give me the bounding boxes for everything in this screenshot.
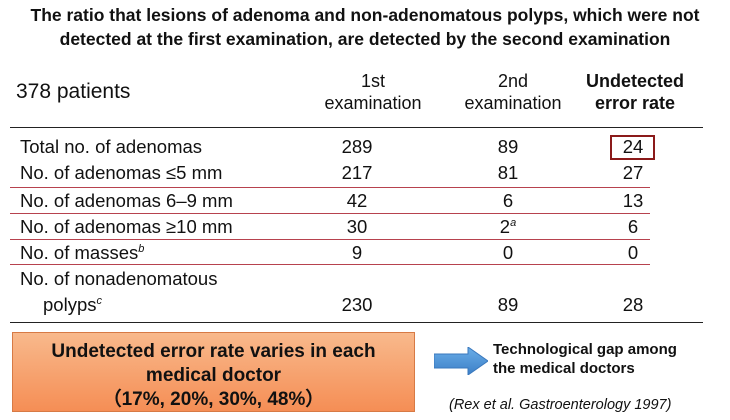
row-divider (10, 239, 650, 240)
callout-line-2: medical doctor (145, 365, 282, 386)
highlight-box (610, 135, 655, 160)
row-label: No. of massesb (20, 242, 145, 263)
error-rate-value: 24 (622, 136, 644, 157)
row-label: No. of adenomas ≤5 mm (20, 162, 223, 183)
callout-line-3: （17%, 20%, 30%, 48%） (102, 389, 325, 410)
row-label-cont: polypsc (43, 294, 102, 315)
row-label: No. of nonadenomatous (20, 268, 218, 289)
callout-box: Undetected error rate varies in each med… (12, 332, 415, 412)
error-rate-value: 13 (622, 190, 644, 211)
table-row: No. of massesb 9 0 0 (0, 241, 730, 265)
table-bottom-rule (10, 322, 703, 323)
title-line-2: detected at the first examination, are d… (59, 29, 671, 49)
first-exam-value: 30 (346, 216, 368, 237)
first-exam-value: 42 (346, 190, 368, 211)
header-second-exam: 2nd examination (464, 71, 562, 113)
first-exam-value: 230 (341, 294, 373, 315)
table-row: No. of nonadenomatous (0, 267, 730, 291)
error-rate-value: 27 (622, 162, 644, 183)
row-divider (10, 187, 650, 188)
table-top-rule (10, 127, 703, 128)
table-row: No. of adenomas ≤5 mm 217 81 27 (0, 161, 730, 185)
right-arrow-icon (434, 347, 488, 375)
table-row: polypsc 230 89 28 (0, 293, 730, 317)
title-line-1: The ratio that lesions of adenoma and no… (30, 5, 700, 25)
table-row: Total no. of adenomas 289 89 24 (0, 135, 730, 159)
row-label: No. of adenomas 6–9 mm (20, 190, 233, 211)
header-error-rate: Undetected error rate (585, 71, 684, 113)
error-rate-value: 6 (627, 216, 639, 237)
patients-count: 378 patients (16, 80, 131, 103)
first-exam-value: 9 (351, 242, 363, 263)
second-exam-value: 81 (497, 162, 519, 183)
second-exam-value: 89 (497, 136, 519, 157)
citation: (Rex et al. Gastroenterology 1997) (449, 397, 672, 413)
row-divider (10, 264, 650, 265)
footnote-c: c (96, 294, 102, 307)
gap-text: Technological gap among the medical doct… (493, 341, 677, 377)
second-exam-value: 89 (497, 294, 519, 315)
row-label: No. of adenomas ≥10 mm (20, 216, 233, 237)
row-divider (10, 213, 650, 214)
footnote-b: b (138, 242, 145, 255)
header-first-exam: 1st examination (324, 71, 422, 113)
error-rate-value: 28 (622, 294, 644, 315)
second-exam-value: 6 (502, 190, 514, 211)
row-label: Total no. of adenomas (20, 136, 203, 157)
callout-line-1: Undetected error rate varies in each (51, 341, 376, 362)
footnote-a: a (510, 216, 517, 229)
first-exam-value: 217 (341, 162, 373, 183)
second-exam-value: 2a (499, 216, 517, 237)
table-row: No. of adenomas 6–9 mm 42 6 13 (0, 189, 730, 213)
second-exam-value: 0 (502, 242, 514, 263)
first-exam-value: 289 (341, 136, 373, 157)
table-row: No. of adenomas ≥10 mm 30 2a 6 (0, 215, 730, 239)
error-rate-value: 0 (627, 242, 639, 263)
slide-title: The ratio that lesions of adenoma and no… (0, 3, 730, 51)
